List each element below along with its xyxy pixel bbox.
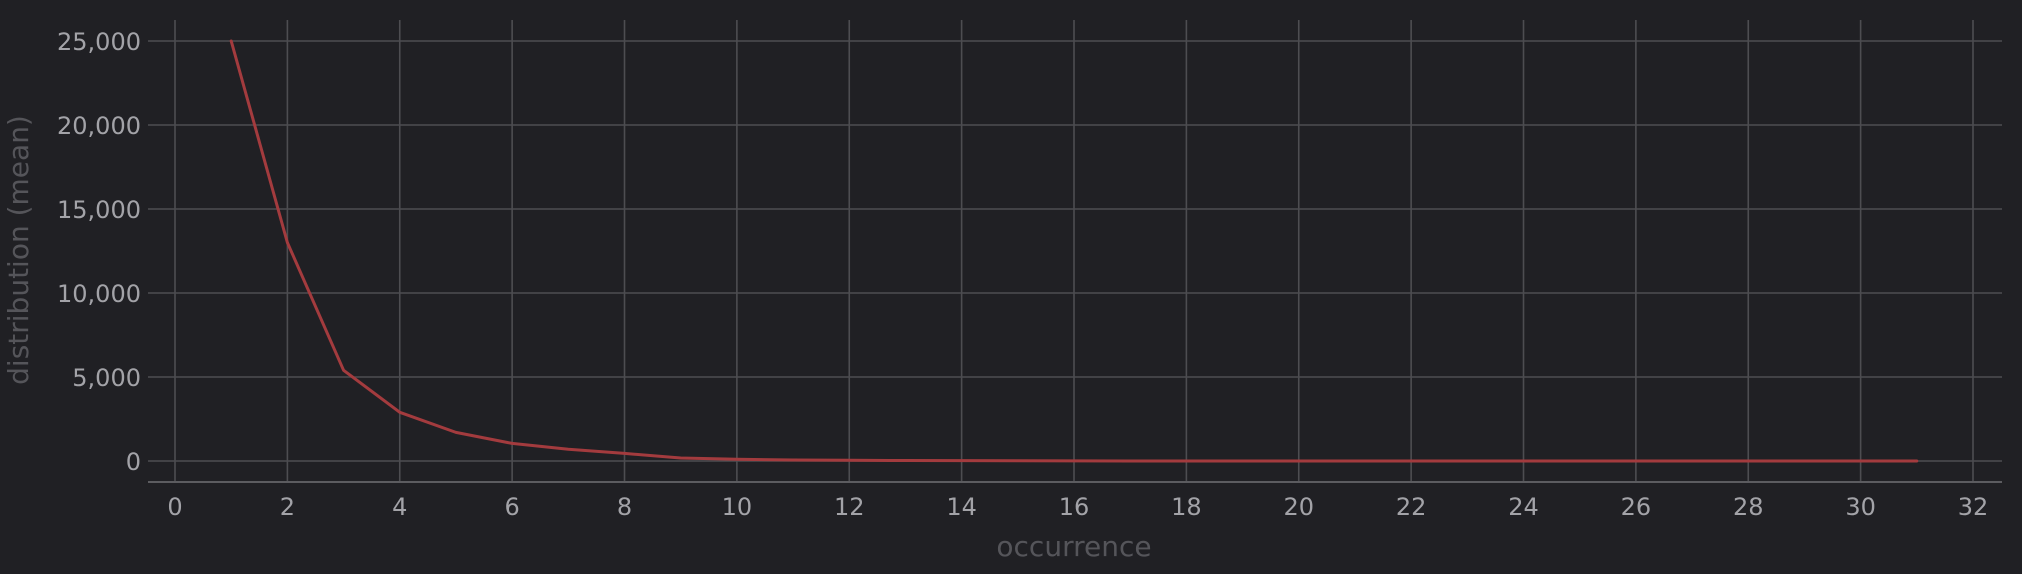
x-tick-label: 8 — [617, 493, 632, 521]
x-tick-label: 26 — [1621, 493, 1652, 521]
y-tick-label: 10,000 — [57, 280, 141, 308]
y-gridlines — [148, 40, 2002, 462]
x-axis-title: occurrence — [996, 530, 1151, 563]
x-tick-label: 24 — [1508, 493, 1539, 521]
x-gridlines — [174, 20, 1974, 482]
x-tick-label: 18 — [1171, 493, 1202, 521]
x-tick-label: 32 — [1958, 493, 1989, 521]
x-tick-label: 20 — [1283, 493, 1314, 521]
y-tick-label: 20,000 — [57, 112, 141, 140]
x-tick-label: 0 — [167, 493, 182, 521]
x-tick-labels: 0 2 4 6 8 10 12 14 16 18 20 22 24 26 28 30 32 — [167, 493, 1988, 521]
y-axis-title: distribution (mean) — [2, 115, 35, 385]
y-tick-label: 0 — [126, 448, 141, 476]
x-tick-label: 30 — [1845, 493, 1876, 521]
y-tick-label: 5,000 — [72, 364, 141, 392]
x-tick-label: 16 — [1059, 493, 1090, 521]
x-tick-label: 28 — [1733, 493, 1764, 521]
series-layer — [229, 39, 1919, 463]
y-tick-label: 15,000 — [57, 196, 141, 224]
x-tick-label: 10 — [722, 493, 753, 521]
x-tick-label: 22 — [1396, 493, 1427, 521]
x-tick-label: 6 — [504, 493, 519, 521]
y-tick-label: 25,000 — [57, 28, 141, 56]
y-tick-labels: 0 5,000 10,000 15,000 20,000 25,000 — [57, 28, 141, 476]
x-tick-label: 14 — [946, 493, 977, 521]
x-tick-label: 4 — [392, 493, 407, 521]
series-line — [229, 39, 1919, 463]
x-tick-label: 2 — [280, 493, 295, 521]
x-tick-label: 12 — [834, 493, 865, 521]
